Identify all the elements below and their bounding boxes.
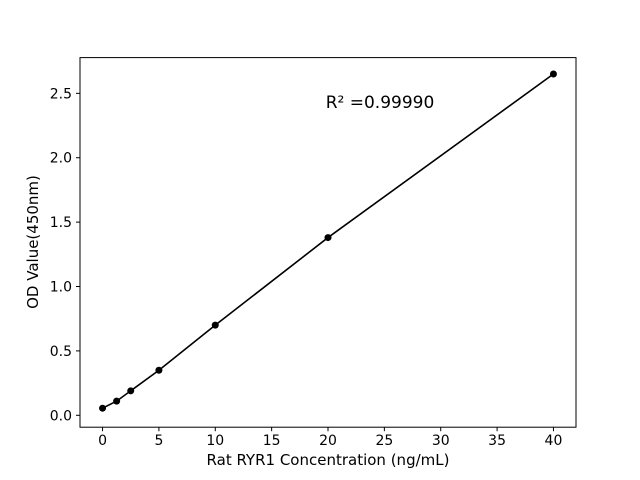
- x-tick-label: 25: [375, 433, 393, 449]
- x-tick-label: 5: [154, 433, 163, 449]
- data-point: [113, 397, 121, 405]
- y-axis-label: OD Value(450nm): [24, 175, 42, 309]
- y-tick-label: 2.5: [50, 86, 72, 102]
- data-point: [324, 234, 332, 242]
- y-tick-label: 0.0: [50, 408, 72, 424]
- data-point: [549, 70, 557, 78]
- x-tick-label: 20: [319, 433, 337, 449]
- plot-frame: [79, 57, 577, 428]
- x-tick-label: 15: [263, 433, 281, 449]
- trend-line: [102, 73, 554, 409]
- y-tick-label: 1.0: [50, 280, 72, 296]
- data-point: [155, 366, 163, 374]
- x-tick-label: 10: [206, 433, 224, 449]
- y-tick-label: 0.5: [50, 344, 72, 360]
- r-squared-annotation: R² =0.99990: [325, 93, 435, 113]
- data-point: [127, 387, 135, 395]
- x-tick-label: 35: [488, 433, 506, 449]
- x-tick-label: 0: [98, 433, 107, 449]
- x-tick-label: 40: [545, 433, 563, 449]
- data-point: [99, 404, 107, 412]
- data-point: [211, 321, 219, 329]
- x-axis-label: Rat RYR1 Concentration (ng/mL): [206, 451, 450, 469]
- y-tick-label: 2.0: [50, 151, 72, 167]
- y-tick-label: 1.5: [50, 215, 72, 231]
- x-tick-label: 30: [432, 433, 450, 449]
